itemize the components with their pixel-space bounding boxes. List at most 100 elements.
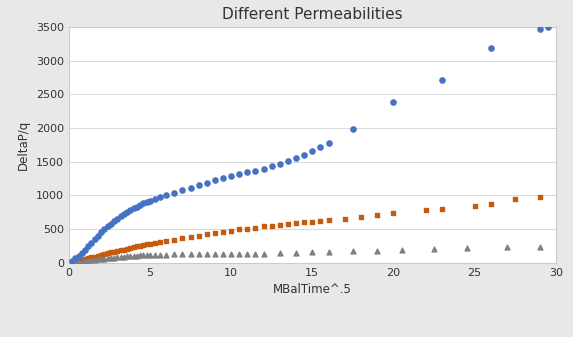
K01 (119, 212, 128, 217)
Base (E01) (292, 220, 301, 226)
Base (E01) (150, 240, 159, 246)
K10 (503, 245, 512, 250)
Base (E01) (97, 252, 106, 257)
K01 (316, 145, 325, 150)
Base (E01) (129, 245, 138, 250)
K10 (348, 249, 358, 254)
K01 (210, 178, 219, 183)
X-axis label: MBalTime^.5: MBalTime^.5 (273, 283, 352, 296)
K10 (80, 258, 89, 264)
K10 (84, 258, 93, 264)
K10 (202, 251, 211, 257)
K01 (93, 233, 103, 238)
K10 (100, 256, 109, 262)
Base (E01) (421, 208, 430, 213)
Y-axis label: DeltaP/q: DeltaP/q (17, 120, 30, 170)
K10 (90, 257, 99, 263)
K10 (109, 255, 119, 260)
K01 (251, 168, 260, 173)
K10 (243, 251, 252, 256)
K10 (324, 249, 333, 255)
Base (E01) (132, 244, 142, 249)
K10 (107, 255, 116, 261)
K10 (113, 254, 122, 260)
K01 (132, 204, 142, 209)
Base (E01) (300, 220, 309, 225)
Base (E01) (218, 229, 227, 235)
K01 (348, 126, 358, 131)
K01 (70, 256, 80, 261)
K01 (308, 149, 317, 154)
K01 (324, 141, 333, 146)
Base (E01) (438, 206, 447, 212)
K01 (178, 187, 187, 193)
Base (E01) (80, 256, 89, 262)
K01 (267, 163, 276, 169)
K10 (77, 259, 87, 264)
K01 (90, 236, 99, 242)
K01 (284, 158, 293, 164)
K10 (162, 252, 171, 257)
Base (E01) (123, 246, 132, 251)
K10 (170, 252, 179, 257)
K01 (535, 26, 544, 32)
Base (E01) (119, 247, 128, 252)
K10 (116, 254, 125, 259)
K01 (162, 193, 171, 198)
K01 (292, 155, 301, 161)
K10 (372, 248, 382, 253)
K01 (80, 247, 89, 252)
Base (E01) (162, 238, 171, 244)
K01 (107, 221, 116, 226)
Base (E01) (84, 255, 93, 261)
Base (E01) (186, 234, 195, 240)
Base (E01) (210, 231, 219, 236)
K01 (389, 100, 398, 105)
Base (E01) (103, 251, 112, 256)
K10 (123, 254, 132, 259)
K10 (210, 251, 219, 257)
Base (E01) (486, 202, 496, 207)
K10 (155, 252, 164, 257)
K10 (226, 251, 236, 256)
K10 (97, 256, 106, 262)
K10 (119, 254, 128, 259)
Base (E01) (126, 245, 135, 251)
K10 (136, 253, 145, 258)
Base (E01) (243, 226, 252, 231)
K01 (438, 77, 447, 82)
Base (E01) (155, 239, 164, 245)
K10 (132, 253, 142, 258)
K01 (186, 185, 195, 190)
Base (E01) (284, 221, 293, 226)
K01 (170, 190, 179, 195)
Base (E01) (146, 241, 155, 247)
Base (E01) (308, 219, 317, 224)
K01 (100, 227, 109, 232)
Base (E01) (235, 227, 244, 232)
K10 (194, 251, 203, 257)
K01 (77, 250, 87, 255)
K01 (126, 208, 135, 213)
Base (E01) (178, 236, 187, 241)
K10 (292, 250, 301, 255)
K01 (146, 198, 155, 204)
K10 (259, 251, 268, 256)
Base (E01) (372, 212, 382, 218)
K10 (142, 252, 151, 258)
K01 (486, 45, 496, 51)
Base (E01) (136, 243, 145, 248)
Base (E01) (316, 218, 325, 224)
Base (E01) (93, 253, 103, 258)
K10 (308, 250, 317, 255)
K01 (97, 230, 106, 235)
K10 (74, 259, 83, 265)
K01 (300, 152, 309, 157)
K10 (150, 252, 159, 257)
K01 (235, 172, 244, 177)
Base (E01) (194, 233, 203, 238)
K10 (218, 251, 227, 256)
Base (E01) (109, 249, 119, 254)
K10 (103, 255, 112, 261)
Base (E01) (87, 255, 96, 260)
